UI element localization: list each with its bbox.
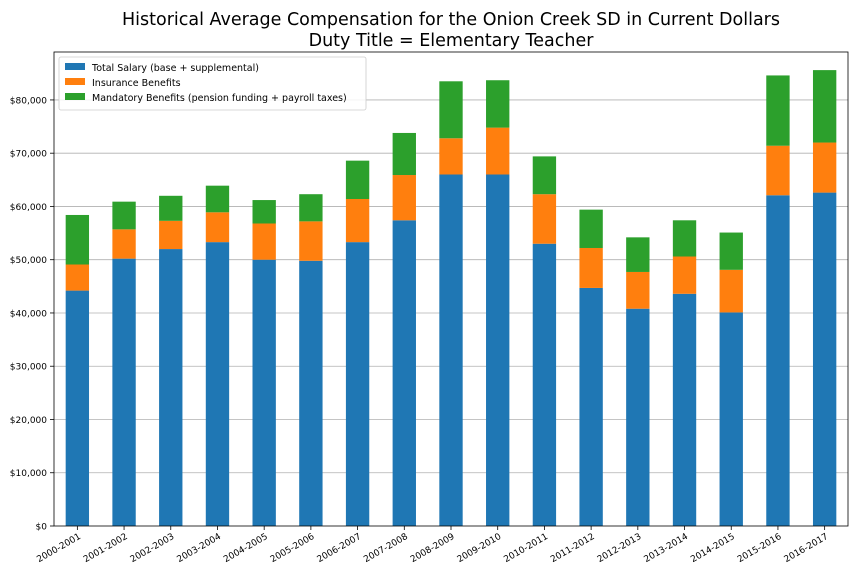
y-tick-label: $30,000 (10, 363, 47, 373)
bar-segment-insurance (345, 198, 370, 243)
legend-label: Total Salary (base + supplemental) (91, 63, 259, 74)
legend-box (58, 56, 367, 111)
bar-segment-salary (112, 258, 136, 526)
bar-segment-salary (392, 220, 416, 526)
x-tick-label: 2014-2015 (689, 532, 736, 565)
bar-segment-salary (65, 290, 90, 526)
bar-segment-mandatory (392, 132, 416, 176)
y-tick-label: $80,000 (10, 96, 47, 106)
x-tick-label: 2001-2002 (82, 532, 129, 565)
bar-segment-mandatory (439, 81, 463, 139)
bar-segment-insurance (112, 229, 136, 259)
x-tick-label: 2015-2016 (736, 532, 784, 565)
legend-swatch (65, 78, 85, 85)
x-tick-label: 2003-2004 (175, 532, 223, 565)
legend: Total Salary (base + supplemental) Insura… (58, 56, 367, 111)
legend-swatch (65, 63, 85, 70)
bar-segment-salary (252, 259, 276, 526)
bar-segment-mandatory (205, 185, 230, 213)
bar-segment-salary (812, 192, 837, 527)
bar-segment-insurance (579, 247, 603, 288)
chart-title: Historical Average Compensation for the … (122, 10, 780, 30)
bar-segment-mandatory (532, 156, 557, 195)
legend-swatch (65, 93, 85, 100)
bar-segment-insurance (672, 256, 697, 294)
y-tick-label: $50,000 (10, 256, 47, 266)
x-tick-label: 2011-2012 (549, 532, 596, 565)
bar-segment-salary (532, 243, 557, 526)
bar-segment-mandatory (65, 214, 90, 265)
bar-segment-mandatory (812, 70, 837, 143)
bars (65, 70, 837, 527)
bar-segment-salary (672, 293, 697, 526)
legend-label: Insurance Benefits (92, 78, 181, 89)
bar-segment-mandatory (579, 209, 603, 248)
x-tick-label: 2008-2009 (409, 532, 457, 565)
bar-segment-mandatory (159, 195, 183, 221)
bar-segment-salary (579, 287, 603, 526)
bar-segment-salary (159, 249, 183, 526)
y-tick-label: $0 (36, 523, 48, 533)
legend-label: Mandatory Benefits (pension funding + pa… (92, 93, 347, 104)
x-tick-label: 2016-2017 (783, 532, 830, 565)
bar-segment-insurance (626, 271, 650, 309)
x-tick-label: 2009-2010 (456, 532, 504, 565)
bar-segment-mandatory (345, 160, 370, 199)
chart-subtitle: Duty Title = Elementary Teacher (309, 31, 595, 51)
y-tick-label: $10,000 (10, 469, 47, 479)
bar-segment-mandatory (252, 200, 276, 224)
x-tick-label: 2012-2013 (596, 532, 643, 565)
bar-segment-mandatory (486, 80, 510, 128)
bar-segment-insurance (719, 269, 743, 313)
bar-segment-salary (719, 312, 743, 526)
x-tick-label: 2002-2003 (129, 532, 176, 565)
y-tick-label: $40,000 (10, 309, 47, 319)
bar-segment-insurance (812, 142, 837, 193)
bar-segment-insurance (205, 212, 230, 243)
bar-segment-mandatory (299, 194, 323, 222)
bar-segment-insurance (252, 223, 276, 260)
bar-segment-mandatory (672, 220, 697, 257)
bar-segment-insurance (159, 220, 183, 250)
bar-segment-salary (766, 195, 790, 526)
bar-segment-insurance (766, 145, 790, 196)
bar-segment-insurance (65, 264, 90, 291)
y-tick-label: $70,000 (10, 150, 47, 160)
x-tick-label: 2000-2001 (35, 532, 82, 565)
bar-segment-insurance (439, 138, 463, 175)
bar-segment-mandatory (766, 75, 790, 146)
bar-segment-insurance (299, 221, 323, 261)
bar-segment-salary (626, 308, 650, 526)
x-tick-label: 2004-2005 (222, 532, 269, 565)
y-tick-label: $20,000 (10, 416, 47, 426)
bar-segment-salary (299, 260, 323, 526)
plot-frame (53, 51, 849, 527)
bar-segment-mandatory (626, 237, 650, 272)
bar-segment-mandatory (112, 201, 136, 230)
bar-segment-insurance (532, 194, 557, 244)
bar-segment-salary (439, 174, 463, 526)
bar-segment-insurance (392, 175, 416, 221)
x-tick-label: 2013-2014 (643, 532, 691, 565)
bar-segment-mandatory (719, 232, 743, 270)
bar-segment-salary (486, 174, 510, 526)
x-tick-label: 2005-2006 (269, 532, 317, 565)
y-tick-label: $60,000 (10, 203, 47, 213)
bar-segment-salary (345, 242, 370, 527)
bar-segment-salary (205, 242, 230, 527)
x-tick-label: 2010-2011 (502, 532, 549, 565)
x-tick-label: 2006-2007 (316, 532, 363, 565)
x-tick-label: 2007-2008 (362, 532, 410, 565)
bar-segment-insurance (486, 127, 510, 175)
